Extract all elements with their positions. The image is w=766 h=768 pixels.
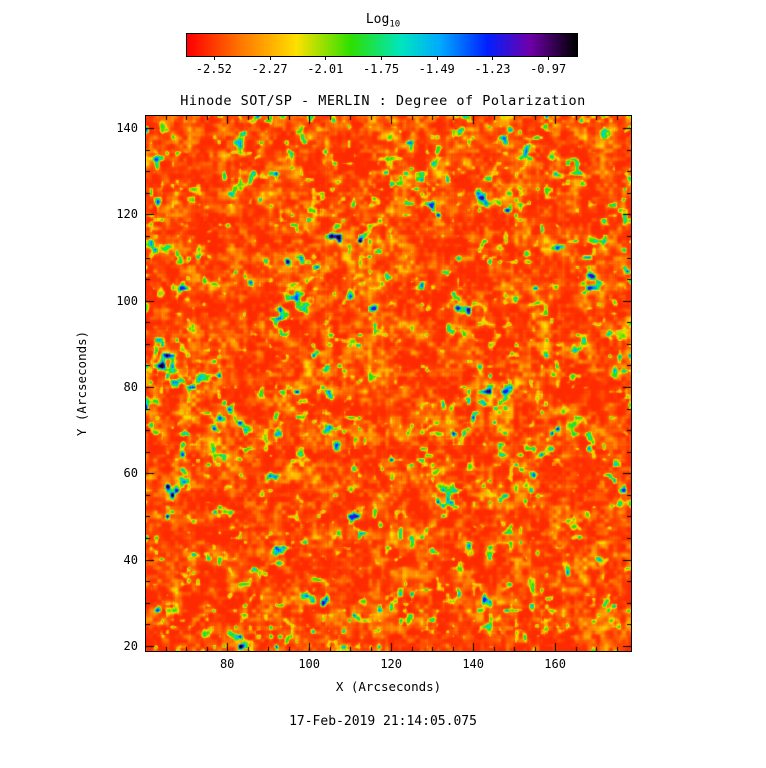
- heatmap-canvas: [145, 115, 632, 652]
- colorbar-tick-mark: [325, 56, 327, 60]
- y-tick-label: 60: [123, 466, 138, 481]
- chart-title: Hinode SOT/SP - MERLIN : Degree of Polar…: [180, 93, 586, 109]
- colorbar-tick-label: -1.49: [418, 62, 455, 76]
- colorbar-tick-mark: [492, 56, 494, 60]
- colorbar-tick-label: -1.23: [474, 62, 511, 76]
- x-tick-label: 120: [380, 657, 402, 671]
- y-tick-label: 40: [123, 552, 138, 567]
- x-axis-tick-labels: 80 100 120 140 160: [146, 657, 631, 673]
- colorbar-tick-mark: [548, 56, 550, 60]
- y-tick-label: 140: [116, 121, 138, 136]
- colorbar-title-main: Log: [365, 12, 390, 27]
- colorbar-tick-label: -0.97: [530, 62, 567, 76]
- colorbar-tick-labels: -2.52 -2.27 -2.01 -1.75 -1.49 -1.23 -0.97: [186, 56, 576, 80]
- x-tick-label: 100: [298, 657, 320, 671]
- colorbar-tick-mark: [381, 56, 382, 60]
- colorbar-tick-mark: [436, 56, 438, 60]
- x-tick-label: 160: [544, 657, 566, 671]
- colorbar-tick-label: -2.27: [251, 62, 288, 76]
- y-axis-tick-labels: 20 40 60 80 100 120 140: [100, 116, 138, 653]
- y-tick-label: 80: [123, 379, 138, 394]
- x-tick-label: 140: [462, 657, 484, 671]
- observation-timestamp: 17-Feb-2019 21:14:05.075: [289, 714, 477, 729]
- y-tick-label: 120: [116, 207, 138, 222]
- x-axis-label: X (Arcseconds): [335, 679, 442, 694]
- x-tick-label: 80: [219, 657, 235, 671]
- colorbar-tick-label: -1.75: [362, 62, 400, 76]
- colorbar-title-sub: 10: [389, 19, 401, 30]
- colorbar-tick-mark: [213, 56, 215, 60]
- y-axis-label-container: Y (Arcseconds): [72, 116, 92, 651]
- y-axis-label: Y (Arcseconds): [74, 330, 90, 437]
- colorbar-gradient: [186, 33, 578, 57]
- y-tick-label: 20: [123, 638, 138, 653]
- colorbar-tick-label: -2.01: [307, 62, 344, 76]
- y-tick-label: 100: [116, 293, 138, 308]
- colorbar-title: Log10: [0, 12, 766, 30]
- colorbar-tick-label: -2.52: [195, 62, 232, 76]
- colorbar-tick-mark: [269, 56, 271, 60]
